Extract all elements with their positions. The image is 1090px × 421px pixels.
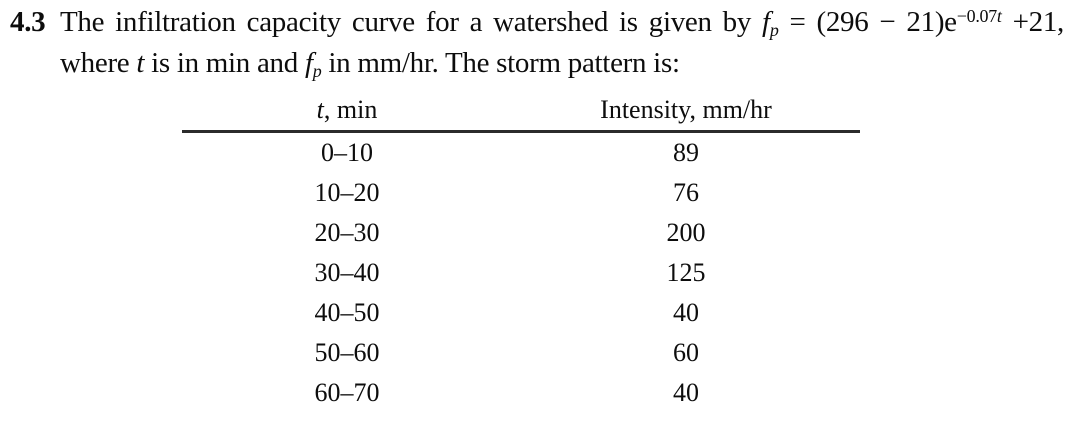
formula-fp-subscript: p [769,20,779,41]
formula-fp-variable: f [304,47,313,79]
formula-body: = (296 − 21)e [778,6,957,38]
time-header-variable: t [316,95,324,124]
time-interval-cell: 0–10 [321,138,373,167]
table-row: 10–20 76 [182,173,860,213]
time-interval-cell: 60–70 [314,378,380,407]
problem-number: 4.3 [10,6,46,38]
problem-text: The infiltration capacity curve for a wa… [60,2,1064,84]
problem-text-segment: where [60,47,137,79]
storm-pattern-table: t, min Intensity, mm/hr 0–10 89 10–20 76… [182,90,860,413]
time-header-unit: , min [323,95,378,124]
table-row: 50–60 60 [182,333,860,373]
time-interval-cell: 30–40 [314,258,380,287]
time-interval-cell: 50–60 [314,338,380,367]
formula-exponent-variable: t [996,6,1002,27]
storm-table-header: t, min Intensity, mm/hr [182,90,860,133]
table-row: 30–40 125 [182,253,860,293]
intensity-cell: 200 [666,218,706,247]
time-column-header: t, min [182,90,512,133]
intensity-cell: 40 [673,298,699,327]
storm-table-body: 0–10 89 10–20 76 20–30 200 30–40 125 [182,132,860,414]
formula-exponent-coefficient: −0.07 [956,6,997,27]
intensity-cell: 125 [666,258,706,287]
time-variable: t [136,47,145,79]
intensity-cell: 76 [673,178,699,207]
table-row: 40–50 40 [182,293,860,333]
intensity-cell: 60 [673,338,699,367]
time-interval-cell: 20–30 [314,218,380,247]
time-interval-cell: 10–20 [314,178,380,207]
problem-text-segment: in mm/hr. The storm pattern is: [321,47,680,79]
intensity-cell: 40 [673,378,699,407]
table-row: 20–30 200 [182,213,860,253]
problem-text-segment: is in min and [144,47,305,79]
time-interval-cell: 40–50 [314,298,380,327]
table-row: 60–70 40 [182,373,860,413]
problem-text-segment: The infiltration capacity curve for a wa… [60,6,763,38]
formula-fp-variable: f [762,6,770,38]
problem-text-line-1: The infiltration capacity curve for a wa… [60,2,1064,43]
formula-exponent: −0.07t [957,6,1002,26]
table-row: 0–10 89 [182,132,860,174]
header-row: t, min Intensity, mm/hr [182,90,860,133]
intensity-cell: 89 [673,138,699,167]
problem-text-line-2: where t is in min and fp in mm/hr. The s… [60,43,1064,84]
formula-constant: +21, [1001,6,1065,38]
formula-fp-subscript: p [312,61,322,82]
problem-statement: 4.3 The infiltration capacity curve for … [10,2,1064,84]
intensity-column-header: Intensity, mm/hr [512,90,860,133]
